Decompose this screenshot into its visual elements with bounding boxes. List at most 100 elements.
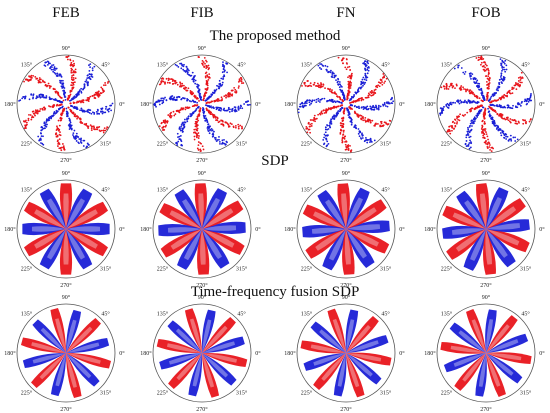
scatter-point: [234, 88, 237, 91]
scatter-point: [491, 120, 494, 123]
petal-highlight: [198, 193, 204, 229]
scatter-point: [93, 65, 96, 68]
scatter-point: [56, 125, 58, 128]
scatter-point: [182, 84, 185, 87]
scatter-point: [382, 125, 384, 128]
scatter-point: [75, 135, 78, 137]
scatter-point: [455, 84, 458, 87]
scatter-point: [470, 142, 473, 144]
scatter-point: [80, 107, 83, 110]
angle-tick-label: 135°: [301, 186, 313, 193]
scatter-point: [82, 139, 85, 142]
angle-tick-label: 90°: [62, 45, 71, 52]
scatter-point: [92, 111, 94, 114]
scatter-point: [353, 105, 356, 108]
scatter-point: [467, 126, 469, 129]
scatter-point: [188, 106, 191, 109]
scatter-point: [43, 106, 46, 109]
scatter-point: [318, 101, 321, 103]
scatter-point: [450, 84, 453, 87]
scatter-point: [514, 140, 517, 142]
scatter-point: [484, 141, 487, 144]
angle-tick-label: 270°: [480, 406, 492, 413]
scatter-point: [63, 148, 66, 151]
scatter-point: [498, 105, 500, 108]
scatter-point: [471, 91, 474, 94]
scatter-point: [486, 143, 489, 146]
scatter-point: [72, 60, 75, 62]
scatter-point: [495, 91, 497, 94]
angle-tick-label: 90°: [198, 294, 207, 301]
scatter-point: [484, 75, 487, 78]
scatter-point: [174, 113, 177, 115]
scatter-point: [459, 99, 462, 102]
scatter-point: [500, 74, 503, 77]
scatter-point: [70, 67, 73, 70]
scatter-point: [339, 98, 342, 101]
polar-plot: 0°45°90°135°180°225°270°315°: [4, 45, 125, 164]
scatter-point: [449, 132, 452, 135]
scatter-point: [379, 124, 382, 127]
scatter-point: [362, 108, 365, 110]
scatter-point: [91, 95, 94, 97]
scatter-point: [213, 136, 216, 139]
scatter-point: [373, 124, 376, 127]
scatter-point: [105, 105, 108, 108]
scatter-point: [63, 94, 66, 97]
scatter-point: [479, 110, 482, 113]
scatter-point: [36, 110, 39, 112]
scatter-point: [72, 81, 75, 84]
scatter-point: [465, 90, 467, 93]
scatter-point: [388, 119, 391, 122]
scatter-point: [362, 98, 365, 101]
scatter-point: [369, 141, 371, 144]
scatter-point: [508, 89, 511, 92]
scatter-point: [310, 85, 313, 88]
scatter-point: [317, 64, 320, 67]
angle-tick-label: 180°: [4, 101, 16, 108]
scatter-point: [87, 108, 90, 111]
scatter-point: [469, 92, 472, 95]
scatter-point: [463, 88, 465, 90]
petal-blue: [449, 322, 486, 353]
scatter-point: [198, 56, 200, 59]
petal-red: [476, 183, 489, 229]
petal-highlight: [486, 319, 494, 353]
polar-frame: [152, 179, 252, 279]
scatter-point: [483, 137, 486, 140]
scatter-point: [49, 105, 52, 108]
scatter-point: [218, 136, 220, 138]
scatter-point: [493, 104, 496, 107]
scatter-point: [377, 104, 380, 107]
scatter-point: [338, 86, 341, 89]
scatter-point: [86, 142, 89, 145]
scatter-point: [353, 110, 356, 113]
scatter-point: [93, 128, 95, 130]
scatter-point: [23, 120, 25, 122]
scatter-point: [520, 77, 522, 80]
scatter-point: [509, 118, 512, 120]
petal-blue: [66, 188, 93, 229]
scatter-point: [162, 99, 165, 102]
scatter-point: [324, 134, 327, 137]
scatter-point: [337, 77, 339, 80]
scatter-point: [100, 86, 103, 89]
petal-red: [66, 229, 109, 257]
petal-red: [313, 353, 346, 390]
petal-red: [486, 315, 518, 353]
scatter-point: [214, 89, 217, 92]
scatter-point: [475, 81, 478, 83]
angle-tick-label: 0°: [119, 101, 125, 108]
scatter-point: [164, 82, 166, 85]
scatter-point: [201, 64, 204, 66]
scatter-point: [327, 107, 330, 110]
scatter-point: [525, 103, 528, 106]
scatter-point: [496, 113, 499, 116]
scatter-point: [206, 128, 209, 131]
scatter-point: [205, 88, 208, 91]
petal-highlight: [40, 327, 66, 353]
scatter-point: [197, 105, 200, 108]
petal-red: [486, 198, 526, 229]
scatter-point: [100, 111, 102, 113]
row-title-proposed-method: The proposed method: [210, 28, 341, 44]
